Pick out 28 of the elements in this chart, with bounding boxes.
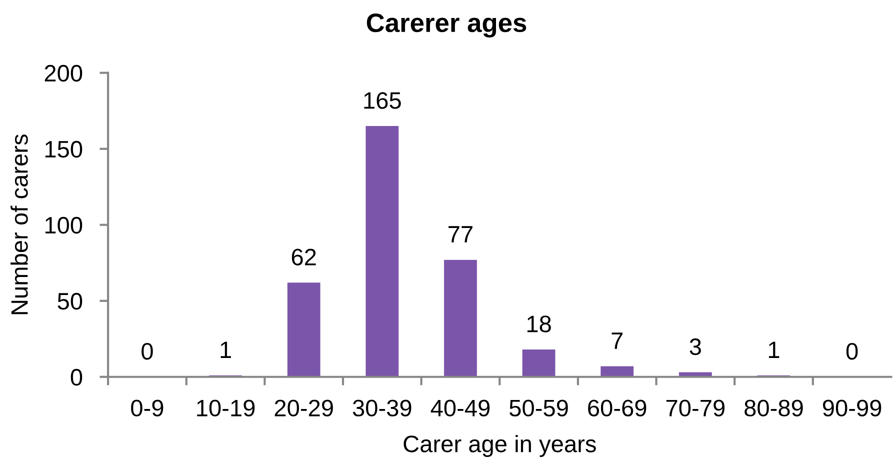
x-tick-label: 50-59 [510, 400, 568, 416]
x-tick-label: 60-69 [588, 400, 646, 416]
data-label: 165 [364, 92, 401, 109]
x-tick-label: 80-89 [744, 400, 803, 416]
data-label: 0 [142, 342, 153, 360]
data-label: 18 [527, 316, 551, 332]
x-tick-label: 0-9 [131, 400, 164, 416]
x-tick-label: 10-19 [197, 400, 255, 416]
data-label: 7 [612, 332, 622, 349]
data-label: 0 [846, 342, 858, 360]
y-tick-label: 0 [70, 368, 82, 386]
x-tick-label: 20-29 [274, 400, 333, 416]
x-tick-label: 90-99 [822, 400, 882, 416]
x-axis-title: Carer age in years [404, 434, 596, 457]
y-tick-label: 50 [58, 292, 82, 310]
data-label: 3 [690, 338, 701, 356]
y-tick-label: 100 [45, 216, 82, 234]
y-tick-label: 150 [45, 140, 82, 158]
x-tick-label: 30-39 [352, 400, 412, 416]
x-tick-label: 40-49 [430, 400, 490, 416]
x-tick-label: 70-79 [666, 400, 724, 416]
data-label: 62 [292, 248, 316, 266]
data-label: 1 [220, 342, 231, 358]
chart-title: Carerer ages [366, 14, 526, 38]
y-axis-title: Number of carers [10, 134, 28, 314]
y-tick-label: 200 [44, 64, 82, 82]
data-label: 77 [448, 226, 472, 242]
data-label: 1 [768, 342, 780, 358]
